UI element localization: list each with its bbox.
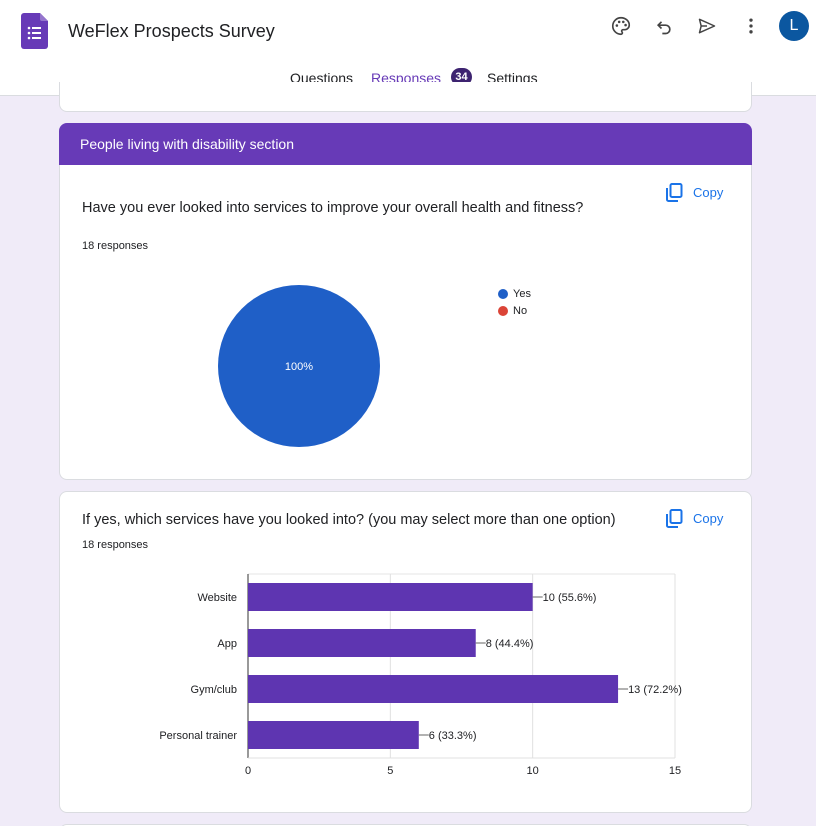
- app-header: WeFlex Prospects Survey L Questions Resp…: [0, 0, 816, 96]
- send-icon[interactable]: [691, 10, 723, 42]
- copy-icon: [666, 182, 683, 202]
- x-tick-label: 5: [387, 765, 393, 777]
- x-tick-label: 0: [245, 765, 251, 777]
- previous-question-card: [59, 82, 752, 112]
- question-title: Have you ever looked into services to im…: [82, 200, 584, 216]
- legend-item-yes: Yes: [498, 285, 531, 302]
- copy-label: Copy: [693, 510, 724, 526]
- legend-label: Yes: [513, 287, 531, 300]
- bar: [248, 583, 533, 611]
- category-label: Gym/club: [191, 684, 237, 696]
- undo-icon[interactable]: [648, 10, 680, 42]
- data-label: 13 (72.2%): [628, 684, 682, 696]
- chart-legend: Yes No: [498, 285, 531, 319]
- legend-item-no: No: [498, 302, 531, 319]
- legend-label: No: [513, 304, 528, 317]
- data-label: 6 (33.3%): [429, 730, 477, 742]
- avatar[interactable]: L: [779, 11, 809, 41]
- question-title: If yes, which services have you looked i…: [82, 512, 616, 528]
- bar: [248, 675, 619, 703]
- category-label: Personal trainer: [159, 730, 237, 742]
- question-card: Copy If yes, which services have you loo…: [59, 491, 752, 813]
- x-tick-label: 15: [669, 765, 681, 777]
- form-title[interactable]: WeFlex Prospects Survey: [68, 21, 275, 41]
- copy-icon: [666, 508, 683, 528]
- legend-dot: [498, 305, 508, 316]
- copy-label: Copy: [693, 184, 724, 200]
- data-label: 10 (55.6%): [543, 592, 597, 604]
- x-tick-label: 10: [527, 765, 539, 777]
- pie-slice-label: 100%: [285, 361, 313, 373]
- more-options-icon[interactable]: [735, 10, 767, 42]
- bar: [248, 629, 476, 657]
- category-label: Website: [197, 592, 237, 604]
- category-label: App: [217, 638, 237, 650]
- legend-dot: [498, 288, 508, 299]
- pie-slice-yes: [218, 285, 380, 447]
- bar-chart: 0 5 10 15 Website 10 (55.6%) App 8 (44.4%) Gym/c…: [159, 573, 682, 777]
- copy-chart-button[interactable]: Copy: [666, 180, 736, 204]
- response-count: 18 responses: [82, 240, 149, 252]
- copy-chart-button[interactable]: Copy: [666, 506, 736, 530]
- question-card: Copy Have you ever looked into services …: [59, 165, 752, 480]
- bar: [248, 721, 419, 749]
- responses-count-badge: 34: [451, 68, 473, 86]
- response-count: 18 responses: [82, 539, 149, 551]
- data-label: 8 (44.4%): [486, 638, 534, 650]
- palette-icon[interactable]: [605, 10, 637, 42]
- forms-app-icon[interactable]: [21, 13, 48, 49]
- pie-chart: 100%: [218, 285, 380, 447]
- section-header: People living with disability section: [59, 123, 752, 166]
